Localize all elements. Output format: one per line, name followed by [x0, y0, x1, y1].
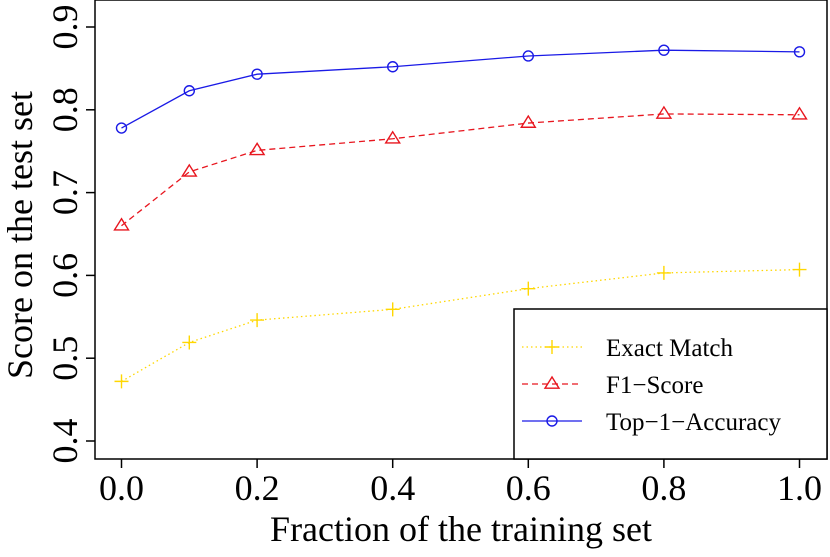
legend: Exact Match F1−Score Top−1−Accuracy	[513, 308, 828, 460]
legend-label: Top−1−Accuracy	[606, 409, 781, 436]
series-triangle	[113, 105, 808, 231]
x-axis: 0.0 0.2 0.4 0.6 0.8 1.0	[99, 459, 822, 508]
data-point-plus	[250, 313, 265, 328]
data-point-circle	[658, 44, 670, 56]
data-point-plus	[521, 281, 536, 296]
series-layer	[113, 44, 808, 389]
plot-frame	[94, 0, 828, 460]
y-tick-label: 0.6	[45, 253, 85, 298]
legend-entry: Exact Match	[522, 335, 734, 362]
data-point-circle	[546, 415, 558, 427]
data-point-circle	[522, 50, 534, 62]
data-point-circle	[183, 85, 196, 97]
legend-entry: F1−Score	[522, 372, 703, 399]
legend-label: F1−Score	[606, 372, 703, 399]
data-point-plus	[545, 340, 559, 354]
x-tick-label: 0.2	[235, 468, 280, 508]
data-point-circle	[387, 61, 399, 73]
data-point-plus	[792, 262, 807, 277]
data-point-circle	[793, 46, 806, 58]
x-tick-label: 0.8	[641, 468, 686, 508]
series-circle	[115, 44, 806, 134]
data-point-plus	[656, 265, 671, 280]
data-point-plus	[114, 374, 129, 389]
data-point-triangle	[113, 217, 130, 231]
data-point-triangle	[181, 163, 198, 177]
data-point-plus	[385, 302, 400, 317]
x-axis-title: Fraction of the training set	[270, 509, 652, 549]
x-tick-label: 0.4	[370, 468, 415, 508]
series-line	[121, 113, 800, 227]
x-tick-label: 1.0	[777, 468, 822, 508]
legend-entry: Top−1−Accuracy	[522, 409, 781, 436]
data-point-triangle	[248, 142, 266, 156]
y-axis: 0.4 0.5 0.6 0.7 0.8 0.9	[45, 5, 95, 464]
y-axis-title: Score on the test set	[0, 91, 40, 379]
series-plus	[114, 262, 807, 389]
data-point-plus	[182, 335, 197, 350]
data-point-triangle	[384, 130, 401, 144]
y-tick-label: 0.5	[45, 336, 85, 381]
data-point-triangle	[543, 375, 561, 389]
data-point-triangle	[791, 106, 808, 120]
data-point-circle	[251, 68, 263, 80]
y-tick-label: 0.9	[45, 5, 85, 50]
series-line	[121, 49, 800, 129]
legend-label: Exact Match	[606, 335, 734, 362]
x-tick-label: 0.0	[99, 468, 144, 508]
data-point-triangle	[655, 105, 673, 119]
data-point-circle	[115, 122, 128, 134]
y-tick-label: 0.7	[45, 170, 85, 215]
data-point-triangle	[520, 114, 537, 128]
y-tick-label: 0.4	[45, 419, 85, 464]
x-tick-label: 0.6	[506, 468, 551, 508]
y-tick-label: 0.8	[45, 87, 85, 132]
